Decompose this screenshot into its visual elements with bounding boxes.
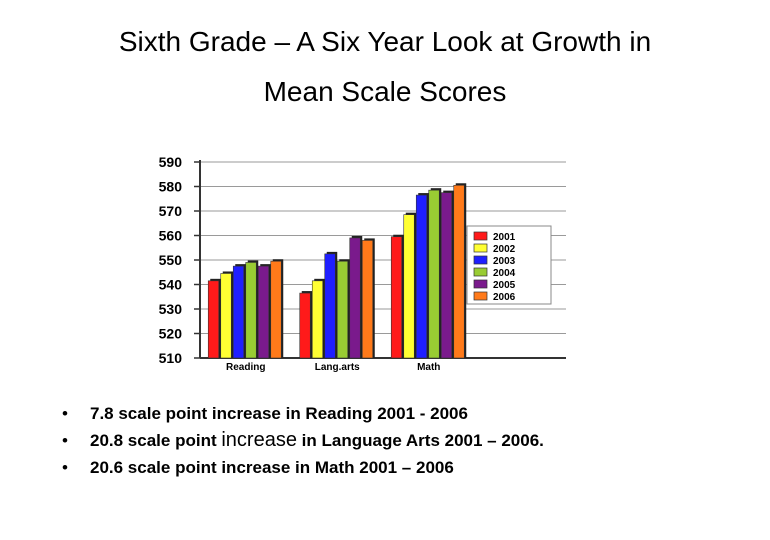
slide-title-line-2: Mean Scale Scores bbox=[263, 76, 507, 107]
bar-2001-reading bbox=[207, 280, 220, 359]
x-category-label: Lang.arts bbox=[315, 362, 360, 373]
bar-2004-reading bbox=[245, 262, 257, 359]
x-category-label: Math bbox=[417, 362, 440, 373]
y-axis-tick-labels: 590 580 570 560 550 540 530 520 510 bbox=[159, 154, 183, 366]
bullet-text: 20.8 scale point bbox=[90, 431, 222, 450]
bar-2006-math bbox=[453, 184, 465, 359]
bar-2003-math bbox=[415, 194, 428, 359]
bullet-item: • 7.8 scale point increase in Reading 200… bbox=[62, 400, 544, 427]
bullet-list: • 7.8 scale point increase in Reading 200… bbox=[62, 400, 544, 481]
legend-label: 2005 bbox=[493, 280, 516, 291]
bar-2006-langarts bbox=[361, 240, 374, 359]
y-tick-label: 530 bbox=[159, 301, 183, 317]
y-tick-label: 560 bbox=[159, 228, 183, 244]
legend-label: 2003 bbox=[493, 256, 516, 267]
legend-label: 2002 bbox=[493, 244, 516, 255]
bullet-marker: • bbox=[62, 431, 68, 450]
bullet-text: 7.8 scale point increase in Reading 2001… bbox=[90, 404, 468, 423]
bullet-item: • 20.8 scale point increase in Language A… bbox=[62, 427, 544, 454]
legend-label: 2006 bbox=[493, 292, 516, 303]
x-category-label: Reading bbox=[226, 362, 265, 373]
bar-2004-math bbox=[428, 189, 440, 359]
legend-swatch bbox=[473, 255, 488, 265]
bullet-text-end: in Language Arts 2001 – 2006. bbox=[296, 431, 544, 450]
bullet-text-large: increase bbox=[221, 429, 297, 451]
slide-title-line-1: Sixth Grade – A Six Year Look at Growth … bbox=[118, 26, 652, 57]
legend-swatch bbox=[473, 291, 488, 301]
x-axis-category-labels: Reading Lang.arts Math bbox=[226, 362, 440, 373]
bar-2003-reading bbox=[232, 265, 245, 359]
y-tick-label: 510 bbox=[159, 350, 183, 366]
bar-2005-reading bbox=[257, 265, 270, 359]
bar-2001-langarts bbox=[299, 292, 311, 359]
y-tick-label: 550 bbox=[159, 252, 183, 268]
legend-label: 2004 bbox=[493, 268, 516, 279]
bar-2004-langarts bbox=[336, 260, 349, 359]
bar-2005-langarts bbox=[349, 237, 361, 359]
bars bbox=[207, 183, 467, 359]
bullet-marker: • bbox=[62, 458, 68, 477]
bar-2006-reading bbox=[270, 260, 282, 359]
bullet-text: 20.6 scale point increase in Math 2001 –… bbox=[90, 458, 454, 477]
bar-2002-reading bbox=[220, 273, 232, 359]
legend-swatch bbox=[473, 243, 488, 253]
bar-2003-langarts bbox=[324, 253, 336, 359]
bullet-item: • 20.6 scale point increase in Math 2001 … bbox=[62, 454, 544, 481]
bullet-marker: • bbox=[62, 404, 68, 423]
y-tick-label: 570 bbox=[159, 203, 183, 219]
legend-swatch bbox=[473, 231, 488, 241]
legend-label: 2001 bbox=[493, 232, 516, 243]
bar-2002-langarts bbox=[311, 280, 324, 359]
bar-chart: 590 580 570 560 550 540 530 520 510 Reading Lang.… bbox=[159, 154, 566, 373]
y-tick-label: 520 bbox=[159, 326, 183, 342]
bar-2002-math bbox=[403, 214, 415, 359]
legend-swatch bbox=[473, 267, 488, 277]
y-tick-label: 540 bbox=[159, 277, 183, 293]
y-tick-label: 590 bbox=[159, 154, 183, 170]
y-tick-label: 580 bbox=[159, 179, 183, 195]
legend-swatch bbox=[473, 279, 488, 289]
bar-2001-math bbox=[390, 236, 403, 359]
bar-2005-math bbox=[440, 192, 453, 359]
